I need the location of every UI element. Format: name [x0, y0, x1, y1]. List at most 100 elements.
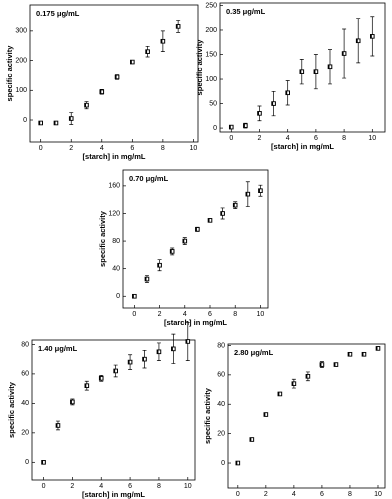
point-highlight [86, 384, 89, 388]
point-highlight [244, 124, 247, 128]
plot-frame [31, 339, 196, 481]
point-highlight [222, 212, 224, 215]
point-highlight [335, 363, 338, 366]
y-tick-label: 0 [213, 125, 217, 132]
x-tick-label: 6 [128, 483, 132, 490]
x-tick-label: 6 [130, 145, 134, 152]
point-highlight [187, 340, 190, 343]
point-highlight [279, 392, 282, 396]
x-tick-label: 4 [292, 491, 296, 498]
x-tick-label: 2 [158, 311, 162, 318]
y-tick-label: 120 [108, 210, 120, 217]
y-tick-label: 60 [21, 371, 29, 378]
point-highlight [273, 102, 275, 105]
y-tick-label: 300 [15, 28, 27, 35]
point-highlight [259, 189, 262, 193]
x-tick-label: 8 [161, 145, 165, 152]
y-axis-label: specific activity [5, 45, 14, 102]
point-highlight [115, 369, 117, 373]
x-tick-label: 4 [183, 311, 187, 318]
point-highlight [177, 24, 180, 28]
x-tick-label: 10 [257, 311, 265, 318]
point-highlight [86, 103, 88, 107]
point-highlight [349, 352, 352, 356]
x-tick-label: 2 [258, 135, 262, 142]
point-highlight [237, 461, 240, 465]
x-tick-label: 4 [100, 145, 104, 152]
x-tick-label: 10 [374, 491, 382, 498]
y-tick-label: 100 [205, 76, 217, 83]
point-highlight [172, 347, 175, 351]
x-tick-label: 8 [157, 483, 161, 490]
x-axis-label: [starch] in mg/mL [271, 142, 334, 151]
point-highlight [377, 347, 380, 350]
plot-frame [122, 169, 269, 309]
y-tick-label: 40 [21, 400, 29, 407]
point-highlight [293, 382, 296, 386]
panel-title: 1.40 μg/mL [38, 344, 78, 353]
point-highlight [287, 91, 289, 95]
y-tick-label: 160 [108, 183, 120, 190]
y-tick-label: 0 [25, 459, 29, 466]
y-tick-label: 0 [116, 293, 120, 300]
plot-frame [227, 343, 386, 489]
point-highlight [133, 294, 136, 298]
x-tick-label: 10 [190, 145, 198, 152]
point-highlight [363, 352, 366, 356]
point-highlight [357, 39, 360, 43]
y-tick-label: 40 [112, 266, 120, 273]
point-highlight [321, 363, 324, 366]
x-axis-label: [starch] in mg/mL [82, 490, 145, 499]
panel: 0 2 4 6 8 10 0 20 40 60 80 1.40 μg/mL [starch] in mg… [7, 321, 196, 499]
y-tick-label: 100 [15, 87, 27, 94]
x-axis-label: [starch] in mg/mL [83, 152, 146, 161]
y-tick-label: 60 [217, 372, 225, 379]
point-highlight [184, 239, 187, 243]
point-highlight [247, 192, 250, 196]
panel: 0 2 4 6 8 10 0 20 40 60 80 2.80 μg/mL [starch] in mg… [203, 342, 386, 499]
point-highlight [43, 460, 45, 464]
panel: 0 2 4 6 8 10 0 40 80 120 160 0.70 μg/mL [starch] in … [98, 169, 269, 327]
plot-frame [29, 4, 199, 143]
y-tick-label: 80 [21, 341, 29, 348]
point-highlight [258, 111, 261, 115]
point-highlight [129, 360, 132, 364]
point-highlight [315, 70, 318, 74]
y-tick-label: 200 [205, 27, 217, 34]
x-tick-label: 6 [208, 311, 212, 318]
point-highlight [209, 218, 212, 222]
x-tick-label: 0 [132, 311, 136, 318]
y-tick-label: 80 [217, 342, 225, 349]
point-highlight [116, 75, 119, 79]
x-tick-label: 2 [70, 483, 74, 490]
point-highlight [162, 39, 165, 43]
y-axis-label: specific activity [203, 387, 212, 444]
panel-title: 2.80 μg/mL [234, 348, 274, 357]
point-highlight [265, 413, 268, 416]
y-axis-label: specific activity [98, 210, 107, 267]
point-highlight [55, 121, 58, 125]
x-tick-label: 6 [314, 135, 318, 142]
y-tick-label: 20 [21, 430, 29, 437]
x-tick-label: 10 [184, 483, 192, 490]
point-highlight [144, 357, 146, 361]
x-tick-label: 0 [236, 491, 240, 498]
panel-title: 0.70 μg/mL [129, 174, 169, 183]
x-axis-label: [starch] in mg/mL [275, 498, 338, 499]
point-highlight [158, 350, 161, 354]
y-tick-label: 20 [217, 430, 225, 437]
point-highlight [196, 227, 199, 231]
point-highlight [40, 121, 42, 125]
x-tick-label: 10 [368, 135, 376, 142]
x-tick-label: 6 [320, 491, 324, 498]
panel-title: 0.35 μg/mL [226, 7, 266, 16]
y-tick-label: 250 [205, 2, 217, 9]
x-tick-label: 2 [69, 145, 73, 152]
x-tick-label: 0 [42, 483, 46, 490]
point-highlight [146, 277, 149, 281]
x-tick-label: 8 [342, 135, 346, 142]
point-highlight [234, 203, 237, 207]
y-tick-label: 80 [112, 238, 120, 245]
point-highlight [71, 400, 74, 404]
